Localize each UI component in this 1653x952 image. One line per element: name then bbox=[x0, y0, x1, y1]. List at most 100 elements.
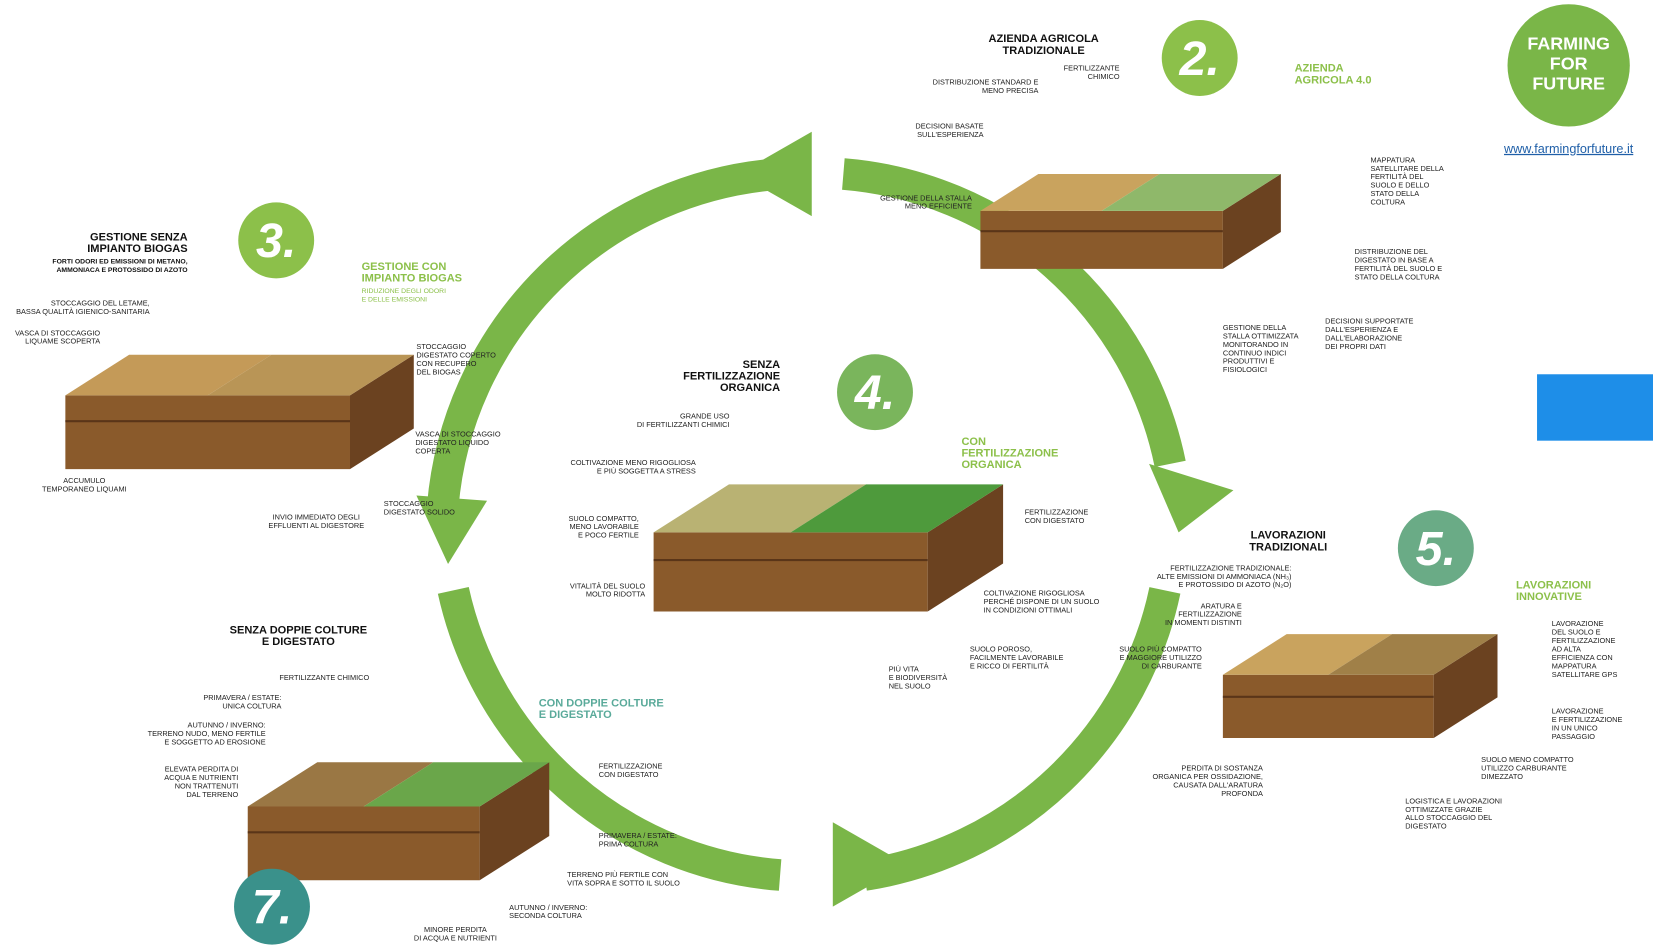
text-line: MENO PRECISA bbox=[982, 86, 1039, 95]
logo-text: FOR bbox=[1550, 54, 1588, 74]
text-line: E DIGESTATO bbox=[262, 636, 335, 648]
text-line: INNOVATIVE bbox=[1516, 591, 1582, 603]
callout-label: STOCCAGGIO DEL LETAME,BASSA QUALITÀ IGIE… bbox=[16, 299, 150, 316]
text-line: SENZA bbox=[743, 359, 780, 371]
text-line: FISIOLOGICI bbox=[1223, 365, 1267, 374]
text-line: CON DIGESTATO bbox=[1025, 516, 1085, 525]
text-line: DI FERTILIZZANTI CHIMICI bbox=[637, 420, 730, 429]
text-line: E RICCO DI FERTILITÀ bbox=[970, 661, 1049, 670]
farm-block bbox=[248, 762, 550, 880]
text-line: E DIGESTATO bbox=[539, 709, 612, 721]
text-line: NEL SUOLO bbox=[889, 681, 931, 690]
callout-label: LAVORAZIONEE FERTILIZZAZIONEIN UN UNICOP… bbox=[1552, 707, 1623, 741]
callout-label: FERTILIZZAZIONE TRADIZIONALE:ALTE EMISSI… bbox=[1157, 563, 1292, 589]
text-line: GESTIONE SENZA bbox=[90, 231, 188, 243]
text-line: PASSAGGIO bbox=[1552, 732, 1595, 741]
text-line: IN CONDIZIONI OTTIMALI bbox=[984, 606, 1073, 615]
subtitle: FORTI ODORI ED EMISSIONI DI METANO,AMMON… bbox=[52, 259, 188, 274]
text-line: CON DOPPIE COLTURE bbox=[539, 697, 664, 709]
farm-block bbox=[65, 355, 413, 469]
text-line: UNICA COLTURA bbox=[222, 701, 281, 710]
page: { "logo": {"lines": ["FARMING", "FOR", "… bbox=[0, 0, 1653, 952]
text-line: DEI PROPRI DATI bbox=[1325, 342, 1386, 351]
text-line: CON bbox=[961, 436, 986, 448]
text-line: COPERTA bbox=[415, 446, 450, 455]
callout-label: GESTIONE DELLASTALLA OTTIMIZZATAMONITORA… bbox=[1223, 323, 1299, 374]
text-line: GESTIONE CON bbox=[362, 261, 447, 273]
block-front bbox=[980, 211, 1222, 269]
callout-label: VASCA DI STOCCAGGIOLIQUAME SCOPERTA bbox=[15, 328, 100, 345]
text-line: ORGANICA bbox=[961, 459, 1021, 471]
logo-text: FARMING bbox=[1527, 34, 1610, 54]
arrow-head bbox=[1149, 464, 1233, 533]
section-title: GESTIONE SENZAIMPIANTO BIOGAS bbox=[87, 231, 187, 255]
section-number: 4. bbox=[854, 366, 895, 420]
farm-block bbox=[654, 484, 1003, 611]
text-line: DIMEZZATO bbox=[1481, 772, 1523, 781]
arrow-head bbox=[738, 132, 812, 216]
block-front bbox=[1223, 675, 1434, 738]
callout-label: AUTUNNO / INVERNO:SECONDA COLTURA bbox=[509, 903, 587, 920]
text-line: DI CARBURANTE bbox=[1142, 661, 1202, 670]
text-line: IMPIANTO BIOGAS bbox=[362, 272, 462, 284]
text-line: PRIMA COLTURA bbox=[599, 840, 659, 849]
text-line: IN MOMENTI DISTINTI bbox=[1165, 618, 1242, 627]
text-line: LAVORAZIONI bbox=[1251, 530, 1326, 542]
callout-label: PRIMAVERA / ESTATE:UNICA COLTURA bbox=[203, 693, 281, 710]
callout-label: GESTIONE DELLA STALLAMENO EFFICIENTE bbox=[880, 193, 972, 210]
section-title: LAVORAZIONITRADIZIONALI bbox=[1249, 530, 1327, 554]
text-line: E PROTOSSIDO DI AZOTO (N₂O) bbox=[1178, 580, 1291, 589]
logo-url[interactable]: www.farmingforfuture.it bbox=[1503, 142, 1634, 156]
text-line: E DELLE EMISSIONI bbox=[362, 297, 428, 304]
callout-label: VITALITÀ DEL SUOLOMOLTO RIDOTTA bbox=[570, 581, 646, 598]
text-line: TEMPORANEO LIQUAMI bbox=[42, 484, 127, 493]
callout-label: COLTIVAZIONE RIGOGLIOSAPERCHÉ DISPONE DI… bbox=[984, 589, 1100, 615]
text-line: STATO DELLA COLTURA bbox=[1355, 272, 1440, 281]
text-line: DIGESTATO bbox=[1405, 822, 1447, 831]
text-line: FERTILIZZAZIONE bbox=[961, 447, 1058, 459]
arrow-head bbox=[833, 822, 907, 906]
text-line: IMPIANTO BIOGAS bbox=[87, 243, 187, 255]
text-line: COLTURA bbox=[1370, 198, 1405, 207]
text-line: LAVORAZIONI bbox=[1516, 579, 1591, 591]
text-line: DI ACQUA E NUTRIENTI bbox=[414, 933, 497, 942]
callout-label: DECISIONI SUPPORTATEDALL'ESPERIENZA EDAL… bbox=[1325, 317, 1413, 351]
text-line: MENO EFFICIENTE bbox=[905, 202, 972, 211]
text-line: FERTILIZZANTE CHIMICO bbox=[279, 673, 369, 682]
text-line: DAL TERRENO bbox=[186, 790, 238, 799]
text-line: AZIENDA AGRICOLA bbox=[989, 33, 1099, 45]
block-front bbox=[654, 532, 928, 611]
callout-label: MINORE PERDITADI ACQUA E NUTRIENTI bbox=[414, 925, 497, 942]
text-line: AGRICOLA 4.0 bbox=[1295, 74, 1372, 86]
callout-label: ACCUMULOTEMPORANEO LIQUAMI bbox=[42, 476, 127, 493]
logo-text: FUTURE bbox=[1532, 74, 1605, 94]
callout-label: FERTILIZZAZIONECON DIGESTATO bbox=[1025, 507, 1089, 524]
block-front bbox=[248, 806, 480, 880]
arrow-arc bbox=[864, 590, 1164, 875]
callout-label: LAVORAZIONEDEL SUOLO EFERTILIZZAZIONEAD … bbox=[1552, 619, 1618, 679]
arrow-arc bbox=[443, 174, 780, 506]
text-line: DIGESTATO SOLIDO bbox=[384, 507, 455, 516]
callout-label: TERRENO PIÙ FERTILE CONVITA SOPRA E SOTT… bbox=[567, 870, 680, 887]
section-number: 5. bbox=[1416, 522, 1456, 576]
text-line: E SOGGETTO AD EROSIONE bbox=[164, 737, 265, 746]
text-line: BASSA QUALITÀ IGIENICO-SANITARIA bbox=[16, 307, 150, 316]
text-line: AMMONIACA E PROTOSSIDO DI AZOTO bbox=[56, 267, 188, 274]
text-line: SECONDA COLTURA bbox=[509, 911, 582, 920]
text-line: E POCO FERTILE bbox=[578, 531, 639, 540]
callout-label: FERTILIZZANTECHIMICO bbox=[1064, 64, 1120, 81]
text-line: SATELLITARE GPS bbox=[1552, 670, 1618, 679]
callout-label: FERTILIZZANTE CHIMICO bbox=[279, 673, 369, 682]
text-line: CHIMICO bbox=[1088, 72, 1120, 81]
callout-label: PIÙ VITAE BIODIVERSITÀNEL SUOLO bbox=[889, 665, 948, 691]
text-line: TRADIZIONALE bbox=[1003, 45, 1085, 57]
